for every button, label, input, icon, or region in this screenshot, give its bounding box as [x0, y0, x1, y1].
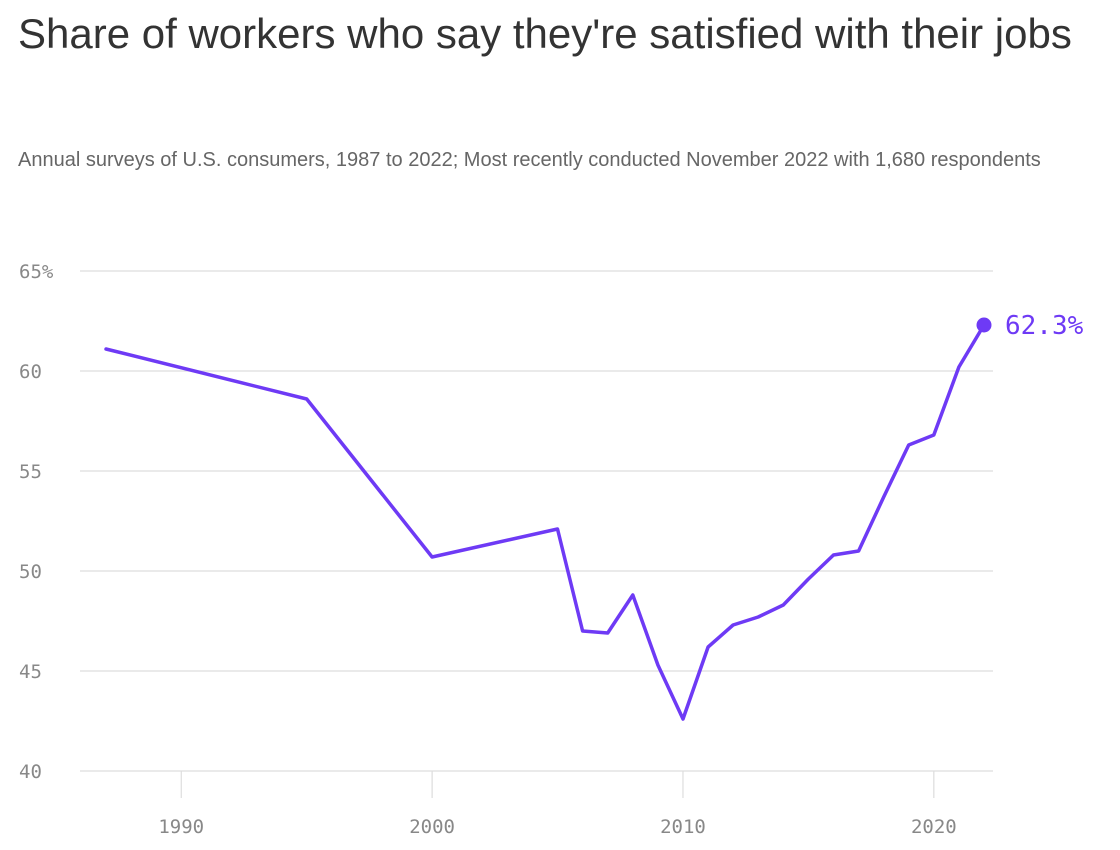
data-point: [806, 577, 810, 581]
end-value-label: 62.3%: [1005, 311, 1084, 341]
y-tick-label: 60: [19, 361, 42, 383]
data-point: [556, 527, 560, 531]
data-point: [857, 549, 861, 553]
data-point: [706, 645, 710, 649]
x-tick-label: 2020: [911, 816, 957, 838]
data-point: [831, 553, 835, 557]
data-point: [681, 717, 685, 721]
data-point: [104, 347, 108, 351]
x-tick-label: 1990: [158, 816, 204, 838]
y-tick-label: 50: [19, 561, 42, 583]
y-tick-label: 55: [19, 461, 42, 483]
series-line: [104, 323, 986, 721]
x-axis-labels: 1990 2000 2010 2020: [158, 816, 956, 838]
data-point: [656, 663, 660, 667]
chart-title: Share of workers who say they're satisfi…: [18, 10, 1072, 57]
gridlines: [80, 270, 993, 772]
x-axis-ticks: [180, 771, 935, 798]
x-tick-label: 2000: [409, 816, 455, 838]
data-point: [581, 629, 585, 633]
data-point: [606, 631, 610, 635]
chart-subtitle: Annual surveys of U.S. consumers, 1987 t…: [18, 149, 1041, 171]
data-point: [957, 365, 961, 369]
data-point: [907, 443, 911, 447]
series-layer: 62.3%: [104, 311, 1084, 721]
data-point: [756, 615, 760, 619]
data-point: [731, 623, 735, 627]
data-point: [882, 495, 886, 499]
data-point: [430, 555, 434, 559]
y-tick-label: 40: [19, 761, 42, 783]
x-tick-label: 2010: [660, 816, 706, 838]
y-tick-label: 65%: [19, 261, 54, 283]
data-point: [781, 603, 785, 607]
end-point-marker: [976, 317, 992, 333]
data-point: [932, 433, 936, 437]
data-point: [631, 593, 635, 597]
y-tick-label: 45: [19, 661, 42, 683]
data-point: [305, 397, 309, 401]
y-axis-labels: 40 45 50 55 60 65%: [19, 261, 54, 783]
